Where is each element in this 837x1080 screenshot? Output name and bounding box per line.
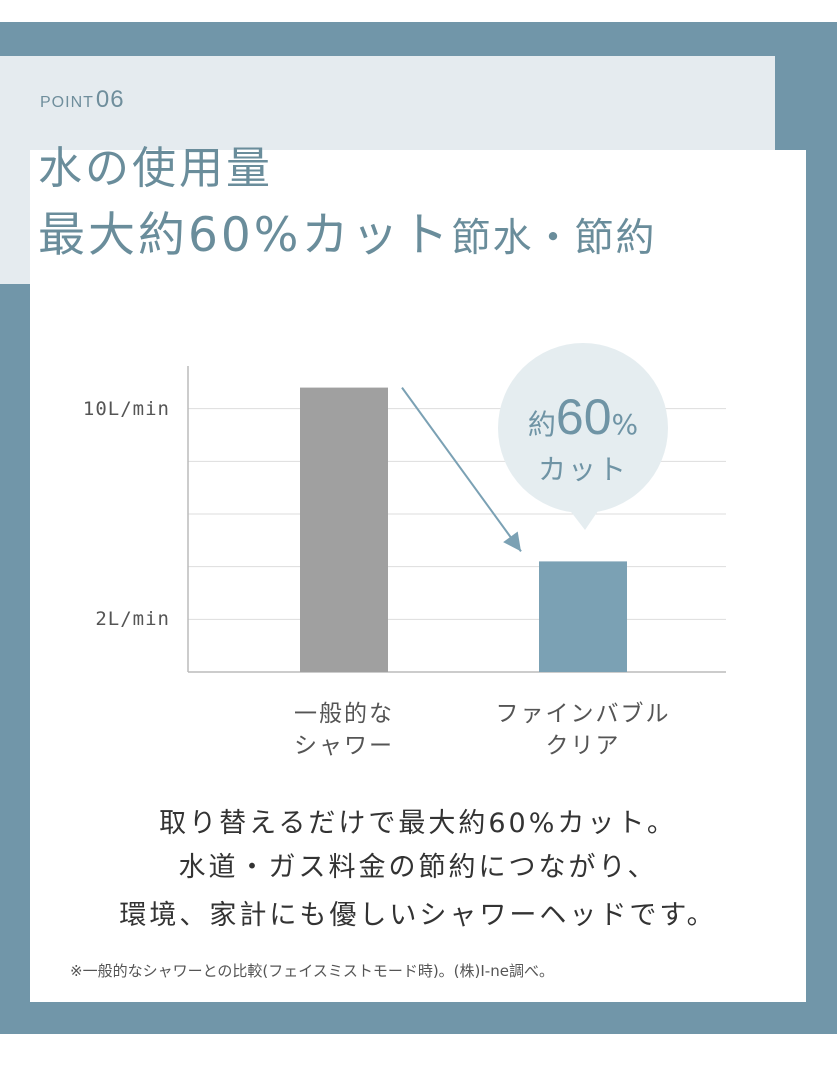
point-label: POINT06 xyxy=(40,86,125,114)
category-label-line: ファインバブル xyxy=(495,701,671,727)
reduction-arrow xyxy=(401,387,522,552)
title-line-2-sub: 節水・節約 xyxy=(451,216,657,261)
category-label-line: クリア xyxy=(545,733,621,759)
description-line-1: 取り替えるだけで最大約60%カット。 xyxy=(159,808,677,839)
content-card xyxy=(30,150,806,1002)
footnote: ※一般的なシャワーとの比較(フェイスミストモード時)。(株)I-ne調べ。 xyxy=(70,962,554,980)
description-line-2: 水道・ガス料金の節約につながり、 xyxy=(178,852,658,883)
point-label-text: POINT xyxy=(40,94,94,111)
title-line-2: 最大約60%カット節水・節約 xyxy=(38,196,656,265)
y-tick-label-10: 10L/min xyxy=(82,397,170,420)
callout-unit: % xyxy=(611,408,639,441)
title-line-2-main: 最大約60%カット xyxy=(38,208,452,263)
category-label-line: 一般的な xyxy=(294,701,394,727)
category-label-line: シャワー xyxy=(294,733,394,759)
title-line-1: 水の使用量 xyxy=(38,143,273,194)
category-label-fine-bubble-clear: ファインバブル クリア xyxy=(463,698,703,762)
callout-cut-label: カット xyxy=(537,453,628,486)
category-label-standard-shower: 一般的な シャワー xyxy=(224,698,464,762)
point-number: 06 xyxy=(95,86,125,113)
callout-percent: 約60% xyxy=(498,388,668,446)
description-line-3: 環境、家計にも優しいシャワーヘッドです。 xyxy=(119,900,717,931)
reduction-arrow-head xyxy=(503,531,521,552)
bar-1 xyxy=(539,561,627,672)
callout-prefix: 約 xyxy=(527,408,556,441)
y-tick-label-2: 2L/min xyxy=(95,608,170,631)
callout-bubble-tail xyxy=(568,508,600,530)
bar-0 xyxy=(300,387,388,672)
callout-bubble xyxy=(498,343,668,513)
callout-number: 60 xyxy=(555,389,612,445)
